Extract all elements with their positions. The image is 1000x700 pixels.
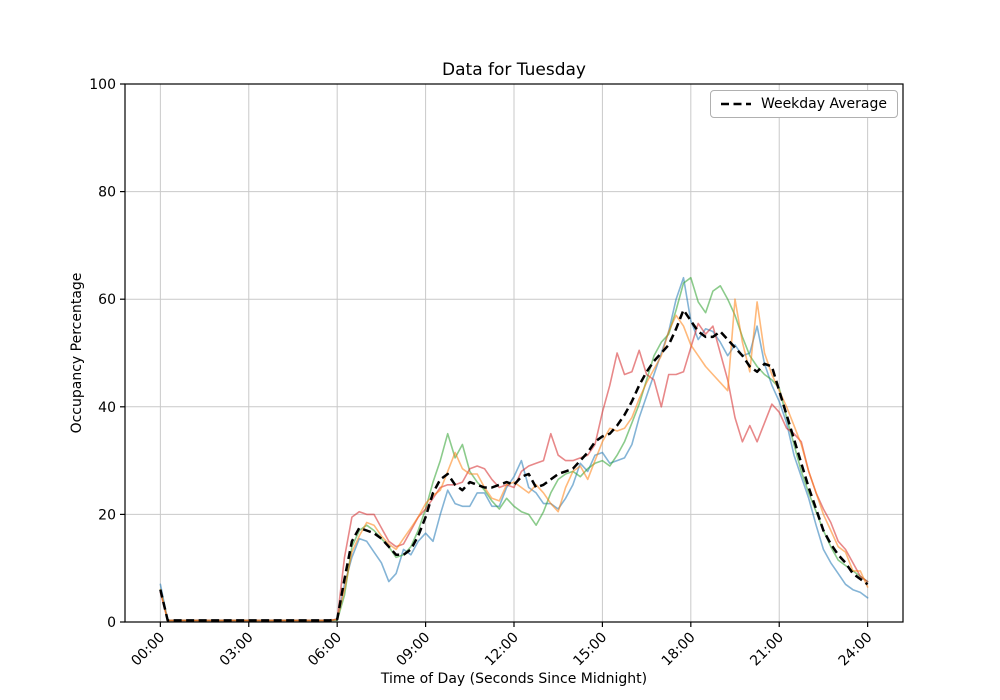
x-tick-label: 09:00	[394, 630, 434, 670]
average-line	[159, 308, 869, 622]
x-tick-label: 18:00	[659, 630, 699, 670]
y-tick-label: 20	[98, 507, 116, 523]
x-tick-label: 12:00	[482, 630, 522, 670]
y-axis-ticks: 0 20 40 60 80 100	[89, 77, 125, 631]
x-tick-label: 15:00	[570, 630, 610, 670]
x-axis-ticks: 00:00 03:00 06:00 09:00 12:00 15:00 18:00 21:00…	[128, 622, 875, 669]
y-axis-label: Occupancy Percentage	[69, 272, 85, 434]
legend-label: Weekday Average	[760, 96, 887, 112]
x-axis-label: Time of Day (Seconds Since Midnight)	[380, 671, 648, 687]
y-tick-label: 40	[98, 400, 116, 416]
y-tick-label: 60	[98, 292, 116, 308]
legend-dashed-line-icon	[720, 102, 751, 106]
x-tick-label: 03:00	[217, 630, 257, 670]
x-tick-label: 21:00	[747, 630, 787, 670]
legend: Weekday Average	[709, 90, 898, 118]
chart-title: Data for Tuesday	[442, 60, 586, 80]
x-tick-label: 24:00	[836, 630, 876, 670]
y-tick-label: 100	[89, 77, 116, 93]
y-tick-label: 0	[107, 615, 116, 631]
grid-lines	[125, 83, 903, 623]
x-tick-label: 00:00	[128, 630, 168, 670]
y-tick-label: 80	[98, 185, 116, 201]
x-tick-label: 06:00	[305, 630, 345, 670]
